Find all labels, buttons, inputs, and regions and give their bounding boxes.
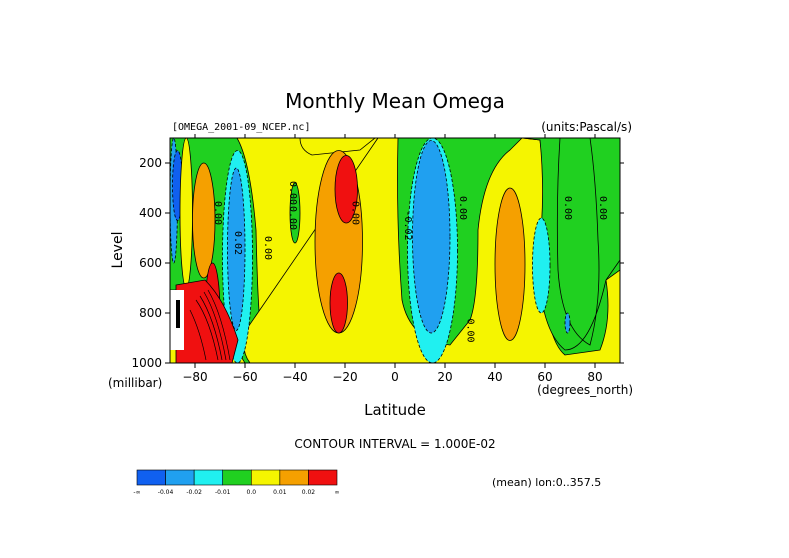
y-tick-label: 800 <box>139 306 162 320</box>
contour-label: 0.00 <box>465 318 476 342</box>
contour-label: 0.00 <box>262 236 273 260</box>
x-axis: −80 −60 −40 −20 0 20 40 60 80 <box>182 134 603 384</box>
colorbar-label: -0.01 <box>215 489 231 496</box>
contour-label: 0.00 <box>212 201 223 225</box>
contour-label: 0.00 <box>287 206 298 230</box>
contour-band <box>227 167 246 331</box>
contour-band <box>289 182 301 244</box>
source-label: [OMEGA_2001-09_NCEP.nc] <box>172 122 310 133</box>
x-tick-label: 60 <box>537 370 552 384</box>
contour-label: 0.00 <box>457 196 468 220</box>
units-label: (units:Pascal/s) <box>541 120 632 134</box>
colorbar-swatch <box>308 469 338 486</box>
y-axis-label: Level <box>110 232 126 269</box>
y-tick-label: 600 <box>139 256 162 270</box>
contour-band <box>192 162 216 279</box>
dense-contours <box>189 289 231 361</box>
colorbar-swatch <box>250 469 281 486</box>
colorbar-swatch <box>222 469 252 486</box>
x-tick-label: −60 <box>232 370 257 384</box>
contour-interval-label: CONTOUR INTERVAL = 1.000E-02 <box>294 437 495 451</box>
contour-label: -0.02 <box>402 210 413 240</box>
missing-data-bar <box>176 300 180 328</box>
colorbar: -∞ -0.04 -0.02 -0.01 0.0 0.01 0.02 ∞ <box>133 469 340 496</box>
contour-label: 0.00 <box>350 201 361 225</box>
mean-label: (mean) lon:0..357.5 <box>492 476 601 489</box>
colorbar-label: ∞ <box>335 489 340 496</box>
x-tick-label: −40 <box>282 370 307 384</box>
contour-labels: 0.000.02 0.000.000.00 0.00 -0.020.000.000.0… <box>212 181 608 343</box>
colorbar-label: 0.01 <box>273 489 287 496</box>
contour-label: 0.00 <box>597 196 608 220</box>
contour-band <box>564 312 571 334</box>
x-unit-label: (degrees_north) <box>537 383 633 397</box>
contour-label: 0.00 <box>287 181 298 205</box>
contour-band <box>179 138 193 289</box>
x-tick-label: 20 <box>437 370 452 384</box>
contour-label: 0.02 <box>232 231 243 255</box>
contour-band <box>532 217 551 314</box>
colorbar-label: -0.02 <box>186 489 202 496</box>
x-tick-label: −20 <box>332 370 357 384</box>
y-tick-label: 1000 <box>131 356 162 370</box>
colorbar-swatch <box>193 469 224 486</box>
contour-band <box>329 272 348 334</box>
contour-band <box>412 140 451 334</box>
contour-band <box>334 155 358 224</box>
y-tick-label: 400 <box>139 206 162 220</box>
colorbar-swatch <box>165 469 195 486</box>
chart-title: Monthly Mean Omega <box>285 89 505 113</box>
contour-band <box>494 187 526 341</box>
x-tick-label: 0 <box>391 370 399 384</box>
x-tick-label: −80 <box>182 370 207 384</box>
colorbar-label: -0.04 <box>158 489 174 496</box>
y-unit-label: (millibar) <box>108 376 162 390</box>
colorbar-swatch <box>279 469 309 486</box>
colorbar-label: -∞ <box>133 489 140 496</box>
x-tick-label: 40 <box>487 370 502 384</box>
contour-label: 0.00 <box>562 196 573 220</box>
x-tick-label: 80 <box>587 370 602 384</box>
x-axis-label: Latitude <box>364 401 426 419</box>
plot-area: 0.000.02 0.000.000.00 0.00 -0.020.000.000.0… <box>170 138 620 363</box>
colorbar-label: 0.0 <box>247 489 257 496</box>
y-axis: 200 400 600 800 1000 <box>131 156 624 370</box>
colorbar-label: 0.02 <box>302 489 316 496</box>
colorbar-swatch <box>136 469 166 486</box>
y-tick-label: 200 <box>139 156 162 170</box>
